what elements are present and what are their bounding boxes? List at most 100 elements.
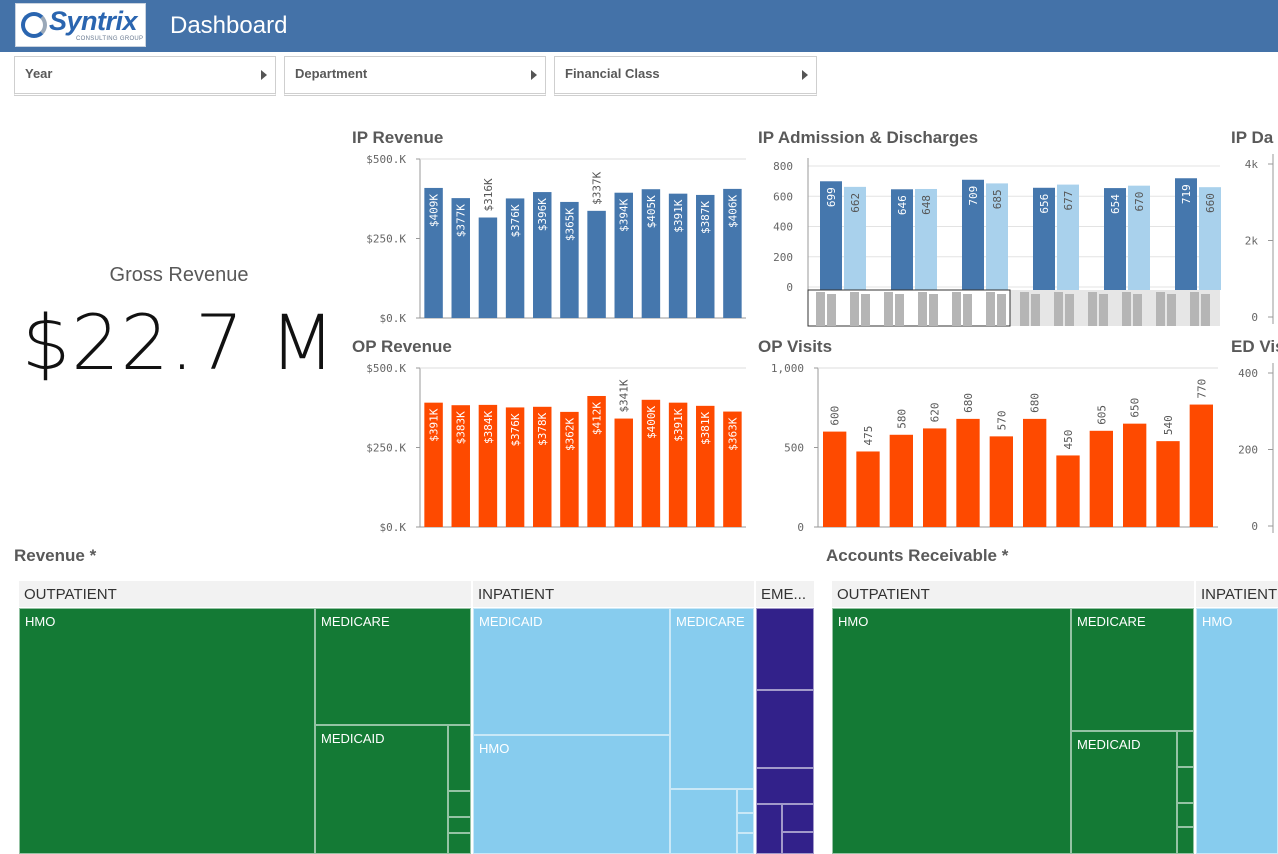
ip-admission-mini-bar[interactable]: [1167, 294, 1176, 326]
treemap-cell-small[interactable]: [1177, 803, 1194, 827]
ip-admission-chart[interactable]: 800 600 400 200 0 699 662 646 648 709 685 656 677 654…: [758, 152, 1224, 332]
treemap-cell-outpatient-medicare[interactable]: MEDICARE: [315, 608, 471, 725]
ip-revenue-bar[interactable]: [641, 189, 661, 318]
filter-financial-class[interactable]: Financial Class: [554, 56, 817, 96]
op-visits-bar[interactable]: [1156, 441, 1180, 527]
treemap-cell-small[interactable]: [448, 725, 471, 791]
ip-admission-bar[interactable]: [1175, 178, 1197, 290]
ip-admission-mini-bar[interactable]: [816, 292, 825, 326]
ip-admission-mini-bar[interactable]: [827, 294, 836, 326]
ip-admission-mini-bar[interactable]: [850, 292, 859, 326]
treemap-header-outpatient[interactable]: OUTPATIENT: [19, 581, 471, 607]
op-revenue-bar[interactable]: [505, 407, 525, 527]
treemap-cell-small[interactable]: [448, 833, 471, 854]
ip-admission-bar[interactable]: [1057, 184, 1079, 290]
ip-admission-mini-bar[interactable]: [918, 292, 927, 326]
treemap-header-emergency[interactable]: EME...: [756, 581, 814, 607]
op-visits-bar[interactable]: [989, 436, 1013, 527]
filter-year[interactable]: Year: [14, 56, 276, 96]
ar-treemap[interactable]: OUTPATIENT INPATIENT HMO MEDICARE MEDICA…: [832, 581, 1278, 854]
op-visits-bar[interactable]: [823, 431, 847, 527]
ip-admission-mini-bar[interactable]: [997, 294, 1006, 326]
ip-admission-bar[interactable]: [820, 181, 842, 290]
treemap-cell-emergency[interactable]: [782, 832, 814, 854]
ip-revenue-bar[interactable]: [505, 198, 525, 318]
ip-admission-mini-bar[interactable]: [884, 292, 893, 326]
op-visits-bar[interactable]: [923, 428, 947, 527]
ip-admission-bar[interactable]: [1033, 187, 1055, 290]
op-visits-bar[interactable]: [889, 434, 913, 527]
treemap-cell-outpatient-medicaid[interactable]: MEDICAID: [1071, 731, 1177, 854]
ip-admission-bar[interactable]: [891, 189, 913, 290]
op-revenue-bar[interactable]: [696, 405, 715, 527]
ip-revenue-bar[interactable]: [533, 192, 552, 318]
op-revenue-bar[interactable]: [478, 404, 498, 527]
treemap-cell-emergency[interactable]: [782, 804, 814, 832]
treemap-cell-outpatient-hmo[interactable]: HMO: [832, 608, 1071, 854]
op-visits-bar[interactable]: [1123, 423, 1147, 527]
treemap-header-inpatient[interactable]: INPATIENT: [1196, 581, 1278, 607]
op-revenue-bar[interactable]: [424, 402, 443, 527]
ip-admission-mini-bar[interactable]: [1031, 294, 1040, 326]
treemap-cell-outpatient-hmo[interactable]: HMO: [19, 608, 315, 854]
syntrix-logo[interactable]: Syntrix CONSULTING GROUP: [15, 3, 146, 47]
treemap-cell-small[interactable]: [670, 789, 737, 854]
op-revenue-bar[interactable]: [723, 411, 742, 527]
ip-revenue-bar[interactable]: [424, 187, 443, 318]
ip-revenue-bar[interactable]: [696, 194, 715, 318]
ip-admission-mini-bar[interactable]: [1190, 292, 1199, 326]
ip-admission-mini-bar[interactable]: [1099, 294, 1108, 326]
treemap-cell-small[interactable]: [1177, 731, 1194, 767]
ip-days-chart[interactable]: 4k 2k 0: [1230, 152, 1278, 328]
treemap-cell-outpatient-medicare[interactable]: MEDICARE: [1071, 608, 1194, 731]
ip-admission-mini-bar[interactable]: [1156, 292, 1165, 326]
ip-revenue-bar[interactable]: [587, 210, 606, 318]
filter-department[interactable]: Department: [284, 56, 546, 96]
ip-admission-mini-bar[interactable]: [963, 294, 972, 326]
treemap-cell-small[interactable]: [448, 791, 471, 817]
treemap-cell-inpatient-hmo[interactable]: HMO: [1196, 608, 1278, 854]
treemap-cell-small[interactable]: [448, 817, 471, 833]
ip-admission-bar[interactable]: [962, 179, 984, 290]
ip-admission-mini-bar[interactable]: [1054, 292, 1063, 326]
ip-admission-bar[interactable]: [1128, 185, 1150, 290]
ip-admission-bar[interactable]: [915, 188, 937, 290]
ip-admission-mini-bar[interactable]: [929, 294, 938, 326]
treemap-cell-outpatient-medicaid[interactable]: MEDICAID: [315, 725, 448, 854]
treemap-cell-small[interactable]: [737, 789, 754, 813]
treemap-cell-emergency[interactable]: [756, 690, 814, 768]
treemap-header-inpatient[interactable]: INPATIENT: [473, 581, 754, 607]
ip-admission-mini-bar[interactable]: [986, 292, 995, 326]
op-revenue-bar[interactable]: [668, 402, 688, 527]
ip-admission-bar[interactable]: [844, 186, 866, 290]
ip-admission-bar[interactable]: [986, 183, 1008, 290]
ip-admission-mini-bar[interactable]: [895, 294, 904, 326]
op-visits-bar[interactable]: [956, 418, 980, 527]
op-visits-bar[interactable]: [856, 451, 880, 527]
ip-admission-mini-bar[interactable]: [861, 294, 870, 326]
treemap-cell-emergency[interactable]: [756, 768, 814, 804]
ip-admission-mini-bar[interactable]: [952, 292, 961, 326]
treemap-cell-small[interactable]: [1177, 827, 1194, 854]
treemap-cell-inpatient-medicaid[interactable]: MEDICAID: [473, 608, 670, 735]
treemap-cell-small[interactable]: [737, 833, 754, 854]
op-revenue-bar[interactable]: [560, 411, 579, 527]
ip-revenue-bar[interactable]: [723, 188, 742, 318]
ip-admission-mini-bar[interactable]: [1133, 294, 1142, 326]
op-revenue-bar[interactable]: [451, 405, 470, 527]
ip-revenue-chart[interactable]: $500.K $250.K $0.K $409K $377K $316K $376K $396…: [352, 152, 752, 328]
ip-admission-mini-bar[interactable]: [1020, 292, 1029, 326]
ip-admission-mini-bar[interactable]: [1088, 292, 1097, 326]
op-revenue-bar[interactable]: [587, 395, 606, 527]
treemap-cell-small[interactable]: [1177, 767, 1194, 803]
op-visits-chart[interactable]: 1,000 500 0 600 475 580 620 680 570 680 450 605 650 5…: [758, 361, 1224, 537]
ip-admission-bar[interactable]: [1199, 187, 1221, 290]
treemap-cell-inpatient-hmo[interactable]: HMO: [473, 735, 670, 854]
ip-revenue-bar[interactable]: [478, 217, 498, 318]
ip-revenue-bar[interactable]: [614, 192, 633, 318]
treemap-cell-emergency[interactable]: [756, 804, 782, 854]
ip-revenue-bar[interactable]: [560, 201, 579, 318]
ip-admission-bar[interactable]: [1104, 188, 1126, 290]
ip-admission-mini-bar[interactable]: [1065, 294, 1074, 326]
op-revenue-chart[interactable]: $500.K $250.K $0.K $391K $383K $384K $376K $378…: [352, 361, 752, 537]
